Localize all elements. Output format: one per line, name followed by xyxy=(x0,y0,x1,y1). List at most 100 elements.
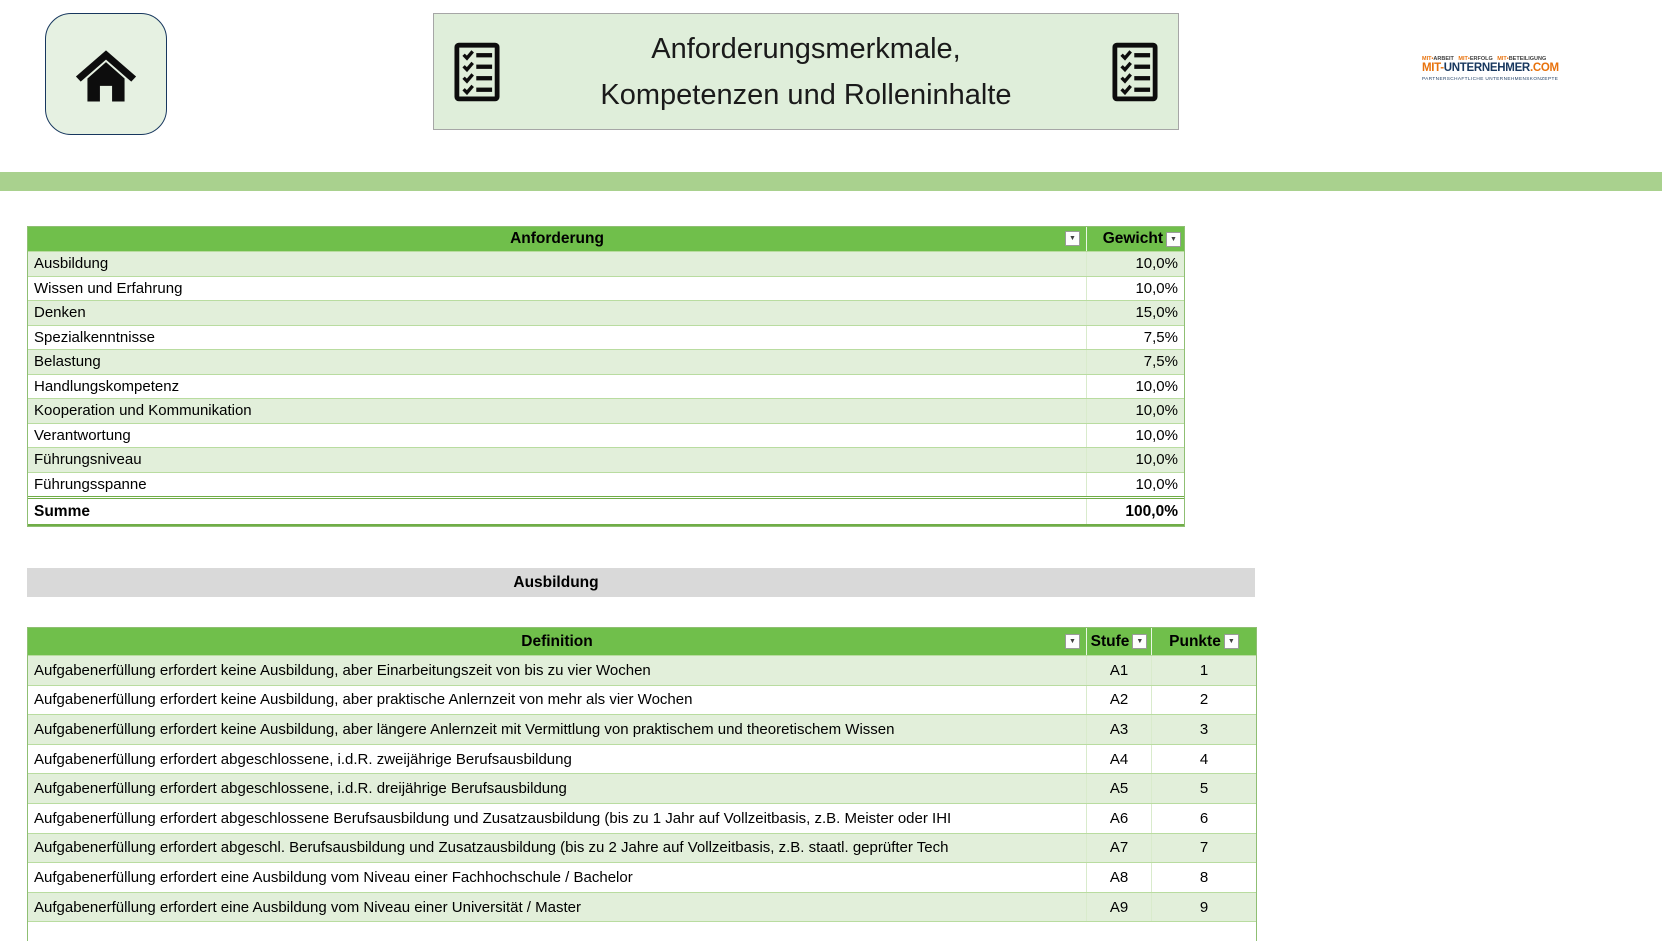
logo-tagline-top: MIT•ARBEIT MIT•ERFOLG MIT•BETEILIGUNG xyxy=(1422,56,1552,62)
stufe-cell[interactable]: A2 xyxy=(1086,685,1151,715)
weights-table-row: Verantwortung 10,0% xyxy=(28,422,1184,447)
punkte-cell[interactable]: 4 xyxy=(1151,744,1256,774)
definition-cell[interactable]: Aufgabenerfüllung erfordert keine Ausbil… xyxy=(34,691,693,709)
weight-cell[interactable]: 10,0% xyxy=(1086,374,1184,398)
requirement-cell[interactable]: Wissen und Erfahrung xyxy=(34,279,183,297)
column-header-anforderung[interactable]: Anforderung ▼ xyxy=(28,227,1086,251)
definitions-table-row: Aufgabenerfüllung erfordert abgeschlosse… xyxy=(28,802,1256,833)
total-value-cell[interactable]: 100,0% xyxy=(1086,499,1184,524)
filter-dropdown-stufe[interactable]: ▼ xyxy=(1132,634,1148,649)
weights-table-row: Spezialkenntnisse 7,5% xyxy=(28,324,1184,349)
requirement-cell[interactable]: Denken xyxy=(34,304,86,322)
logo-wordmark: MIT-UNTERNEHMER.COM xyxy=(1422,62,1559,75)
filter-dropdown-punkte[interactable]: ▼ xyxy=(1223,634,1239,649)
weights-table-row: Denken 15,0% xyxy=(28,300,1184,325)
requirement-cell[interactable]: Ausbildung xyxy=(34,255,109,273)
column-header-gewicht-label: Gewicht xyxy=(1102,230,1163,247)
definitions-table-row: Aufgabenerfüllung erfordert abgeschlosse… xyxy=(28,773,1256,803)
definition-cell[interactable]: Aufgabenerfüllung erfordert eine Ausbild… xyxy=(34,898,581,916)
column-header-stufe[interactable]: Stufe ▼ xyxy=(1086,628,1151,655)
requirement-cell[interactable]: Verantwortung xyxy=(34,426,131,444)
weight-cell[interactable]: 10,0% xyxy=(1086,423,1184,447)
punkte-cell[interactable]: 5 xyxy=(1151,774,1256,803)
logo-tagline-item: MIT•ARBEIT xyxy=(1422,56,1454,62)
stufe-cell[interactable]: A3 xyxy=(1086,715,1151,744)
definition-cell[interactable]: Aufgabenerfüllung erfordert keine Ausbil… xyxy=(34,720,895,738)
punkte-cell[interactable]: 2 xyxy=(1151,685,1256,715)
weights-table-row: Führungsniveau 10,0% xyxy=(28,447,1184,472)
weight-cell[interactable]: 7,5% xyxy=(1086,350,1184,374)
weights-table-row: Ausbildung 10,0% xyxy=(28,251,1184,276)
home-button[interactable] xyxy=(45,13,167,135)
weight-cell[interactable]: 10,0% xyxy=(1086,472,1184,496)
punkte-cell[interactable]: 3 xyxy=(1151,715,1256,744)
logo-tagline-bottom: PARTNERSCHAFTLICHE UNTERNEHMENSKONZEPTE xyxy=(1422,75,1559,81)
requirement-cell[interactable]: Führungsspanne xyxy=(34,475,147,493)
logo-tagline-item: MIT•BETEILIGUNG xyxy=(1497,56,1547,62)
title-banner: Anforderungsmerkmale, Kompetenzen und Ro… xyxy=(433,13,1179,130)
filter-dropdown-definition[interactable]: ▼ xyxy=(1065,634,1080,649)
weight-cell[interactable]: 10,0% xyxy=(1086,252,1184,276)
stufe-cell[interactable]: A4 xyxy=(1086,744,1151,774)
punkte-cell[interactable]: 6 xyxy=(1151,803,1256,833)
green-divider-bar xyxy=(0,172,1662,191)
punkte-cell[interactable]: 8 xyxy=(1151,863,1256,892)
home-icon xyxy=(75,50,137,102)
weights-table-row: Belastung 7,5% xyxy=(28,349,1184,374)
column-header-definition[interactable]: Definition ▼ xyxy=(28,628,1086,655)
punkte-cell[interactable]: 7 xyxy=(1151,833,1256,863)
stufe-cell[interactable]: A1 xyxy=(1086,656,1151,685)
filter-arrow-icon: ▼ xyxy=(1227,638,1235,645)
filter-dropdown-anforderung[interactable]: ▼ xyxy=(1065,231,1080,246)
total-label-cell[interactable]: Summe xyxy=(34,502,90,520)
brand-logo: MIT•ARBEIT MIT•ERFOLG MIT•BETEILIGUNG MI… xyxy=(1422,56,1559,81)
requirement-cell[interactable]: Belastung xyxy=(34,353,101,371)
filter-arrow-icon: ▼ xyxy=(1069,235,1076,242)
page-title: Anforderungsmerkmale, Kompetenzen und Ro… xyxy=(500,26,1112,118)
weights-table: Anforderung ▼ Gewicht ▼ Ausbildung 10,0%… xyxy=(27,226,1185,527)
definition-cell[interactable]: Aufgabenerfüllung erfordert abgeschl. Be… xyxy=(34,839,949,857)
weight-cell[interactable]: 7,5% xyxy=(1086,325,1184,349)
requirement-cell[interactable]: Handlungskompetenz xyxy=(34,377,180,395)
definition-cell[interactable]: Aufgabenerfüllung erfordert eine Ausbild… xyxy=(34,868,633,886)
definitions-table-row: Aufgabenerfüllung erfordert keine Ausbil… xyxy=(28,684,1256,715)
stufe-cell[interactable]: A9 xyxy=(1086,892,1151,922)
section-banner-ausbildung[interactable]: Ausbildung xyxy=(27,568,1255,597)
stufe-cell[interactable]: A5 xyxy=(1086,774,1151,803)
punkte-cell[interactable]: 1 xyxy=(1151,656,1256,685)
definitions-table: Definition ▼ Stufe ▼ Punkte ▼ Aufgabener… xyxy=(27,627,1257,941)
column-header-punkte-label: Punkte xyxy=(1169,632,1221,650)
column-header-punkte[interactable]: Punkte ▼ xyxy=(1151,628,1256,655)
stufe-cell[interactable]: A8 xyxy=(1086,863,1151,892)
definitions-table-row: Aufgabenerfüllung erfordert abgeschlosse… xyxy=(28,743,1256,774)
requirement-cell[interactable]: Kooperation und Kommunikation xyxy=(34,402,252,420)
filter-arrow-icon: ▼ xyxy=(1170,235,1177,243)
column-header-anforderung-label: Anforderung xyxy=(510,230,604,247)
requirement-cell[interactable]: Führungsniveau xyxy=(34,451,142,469)
punkte-cell[interactable]: 9 xyxy=(1151,892,1256,922)
filter-dropdown-gewicht[interactable]: ▼ xyxy=(1166,231,1181,247)
filter-arrow-icon: ▼ xyxy=(1136,638,1144,645)
stufe-cell[interactable]: A7 xyxy=(1086,833,1151,863)
section-banner-label: Ausbildung xyxy=(513,573,599,591)
weight-cell[interactable]: 15,0% xyxy=(1086,301,1184,325)
column-header-gewicht[interactable]: Gewicht ▼ xyxy=(1086,227,1184,251)
weights-table-header: Anforderung ▼ Gewicht ▼ xyxy=(28,227,1184,251)
definition-cell[interactable]: Aufgabenerfüllung erfordert abgeschlosse… xyxy=(34,809,952,827)
weights-total-row: Summe 100,0% xyxy=(28,496,1184,526)
weight-cell[interactable]: 10,0% xyxy=(1086,399,1184,423)
stufe-cell[interactable]: A6 xyxy=(1086,803,1151,833)
definition-cell[interactable]: Aufgabenerfüllung erfordert abgeschlosse… xyxy=(34,750,572,768)
weight-cell[interactable]: 10,0% xyxy=(1086,448,1184,472)
definitions-table-row: Aufgabenerfüllung erfordert keine Ausbil… xyxy=(28,714,1256,744)
definition-cell[interactable]: Aufgabenerfüllung erfordert keine Ausbil… xyxy=(34,661,651,679)
definition-cell[interactable]: Aufgabenerfüllung erfordert abgeschlosse… xyxy=(34,780,567,798)
column-header-stufe-label: Stufe xyxy=(1090,632,1130,650)
weight-cell[interactable]: 10,0% xyxy=(1086,276,1184,300)
definitions-table-header: Definition ▼ Stufe ▼ Punkte ▼ xyxy=(28,628,1256,655)
partial-row-clipped[interactable] xyxy=(28,921,1256,941)
filter-arrow-icon: ▼ xyxy=(1069,638,1076,645)
definitions-table-row: Aufgabenerfüllung erfordert abgeschl. Be… xyxy=(28,832,1256,863)
logo-tagline-item: MIT•ERFOLG xyxy=(1458,56,1493,62)
requirement-cell[interactable]: Spezialkenntnisse xyxy=(34,328,155,346)
